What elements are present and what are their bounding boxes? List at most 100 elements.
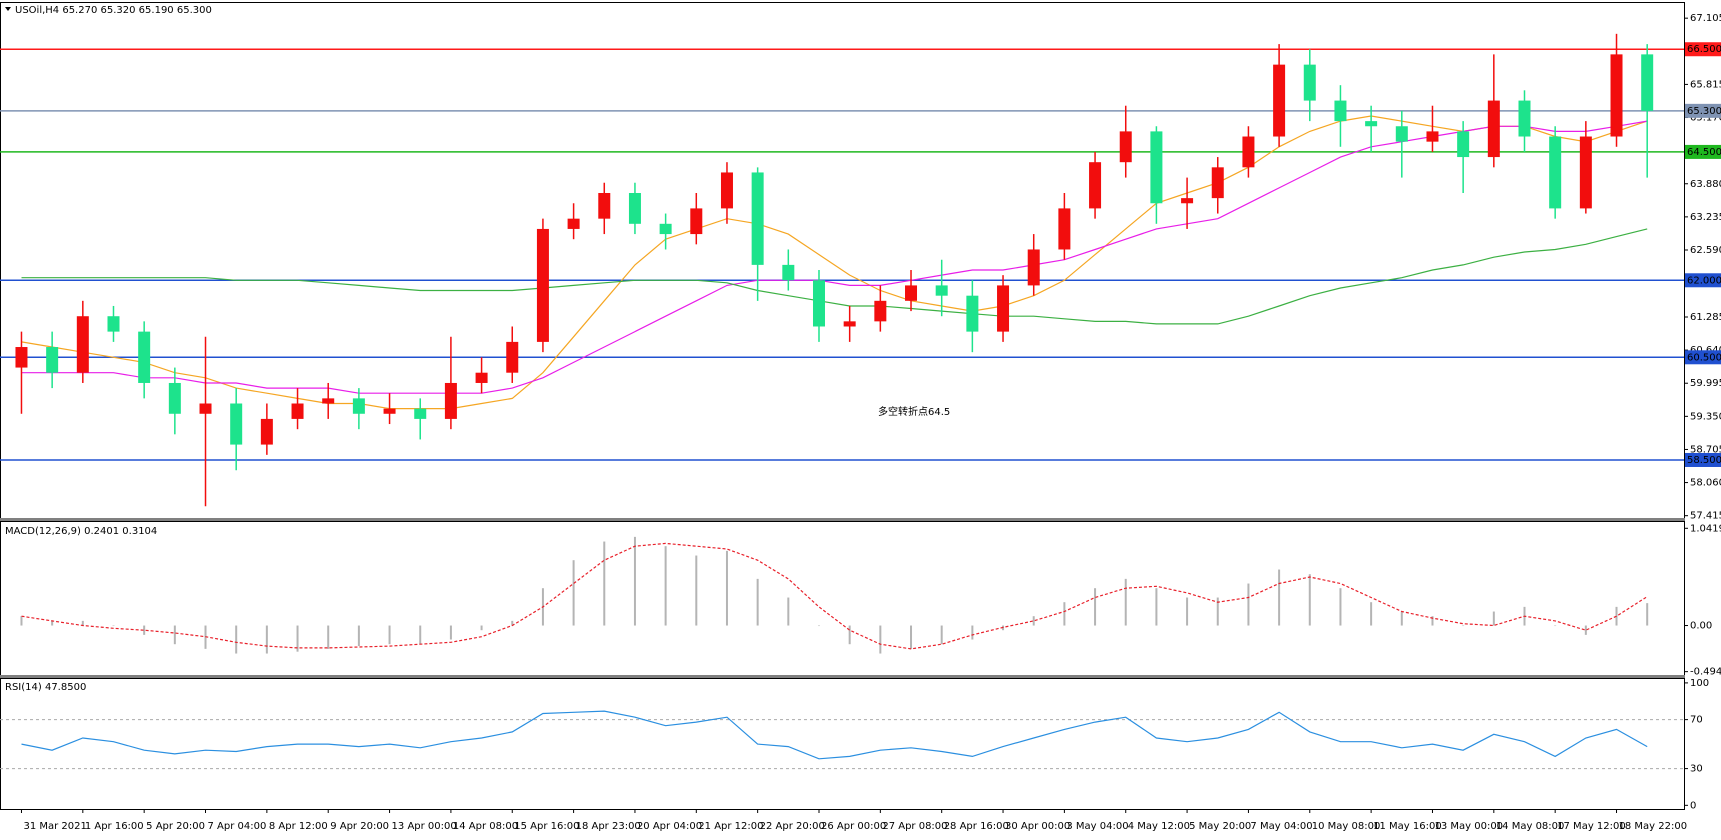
macd-bar	[1431, 616, 1434, 626]
macd-bar	[265, 625, 268, 654]
candle-body	[1610, 54, 1623, 137]
candle-body	[997, 285, 1010, 332]
macd-bar	[1155, 588, 1158, 626]
x-tick-label: 9 Apr 20:00	[330, 821, 389, 832]
rsi-line	[21, 710, 1648, 760]
macd-bar	[143, 625, 146, 635]
candle-body	[107, 316, 120, 332]
x-tick-label: 1 Apr 16:00	[85, 821, 144, 832]
panel-separator	[0, 518, 1685, 521]
candle-body	[1303, 64, 1316, 101]
macd-bar	[1492, 611, 1495, 626]
macd-bar	[1554, 625, 1557, 627]
x-tick-label: 26 Apr 00:00	[821, 821, 886, 832]
macd-bar	[419, 625, 422, 645]
candle-body	[1395, 126, 1408, 142]
annotation: 多空转折点64.5	[878, 405, 950, 418]
macd-bar	[1400, 611, 1403, 626]
candle-body	[1119, 131, 1132, 163]
macd-bar	[572, 560, 575, 626]
x-tick-label: 18 May 22:00	[1619, 821, 1688, 832]
x-tick-label: 27 Apr 08:00	[882, 821, 947, 832]
candle-body	[1579, 136, 1592, 209]
macd-bar	[1278, 569, 1281, 626]
level-label: 62.000	[1687, 275, 1721, 286]
x-tick-label: 17 May 12:00	[1557, 821, 1626, 832]
y-tick-label: 65.170	[1690, 113, 1721, 124]
chart-title: USOil,H4 65.270 65.320 65.190 65.300	[15, 5, 212, 16]
x-tick-label: 28 Apr 16:00	[944, 821, 1009, 832]
candle-body	[138, 331, 151, 383]
x-tick-label: 10 May 08:00	[1312, 821, 1381, 832]
panel-separator	[0, 675, 1685, 678]
macd-bar	[695, 555, 698, 626]
macd-bar	[1032, 616, 1035, 626]
macd-bar	[1124, 578, 1127, 626]
x-tick-label: 8 Apr 12:00	[269, 821, 328, 832]
macd-bar	[327, 625, 330, 649]
macd-bar	[388, 625, 391, 645]
candle-body	[46, 347, 59, 373]
candle-body	[690, 208, 703, 235]
macd-bar	[633, 536, 636, 626]
candle-body	[1058, 208, 1071, 250]
candle-body	[260, 418, 273, 445]
y-tick-label: 0	[1690, 800, 1696, 811]
candle-body	[966, 295, 979, 332]
x-tick-label: 20 Apr 04:00	[637, 821, 702, 832]
candle-body	[1273, 64, 1286, 137]
level-label: 66.500	[1687, 44, 1721, 55]
y-tick-label: 58.060	[1690, 478, 1721, 489]
candle-body	[1089, 162, 1102, 209]
candle-body	[1641, 54, 1654, 111]
candle-body	[905, 285, 918, 301]
candle-body	[1426, 131, 1439, 142]
macd-bar	[480, 625, 483, 631]
candle-body	[874, 300, 887, 322]
y-tick-label: 67.105	[1690, 13, 1721, 24]
macd-bar	[664, 546, 667, 626]
y-tick-label: 58.705	[1690, 444, 1721, 455]
y-tick-label: 0.00	[1690, 621, 1712, 632]
candle-body	[598, 192, 611, 219]
macd-bar	[848, 625, 851, 645]
level-tag	[1685, 350, 1721, 365]
candle-body	[567, 218, 580, 229]
candle-body	[935, 285, 948, 296]
y-tick-label: 63.880	[1690, 179, 1721, 190]
candle-body	[1334, 100, 1347, 122]
candle-body	[1457, 131, 1470, 158]
candle-body	[352, 398, 365, 414]
x-tick-label: 15 Apr 16:00	[514, 821, 579, 832]
y-tick-label: 1.0419	[1690, 523, 1721, 534]
level-label: 60.500	[1687, 352, 1721, 363]
macd-bar	[787, 597, 790, 626]
x-tick-label: 11 May 16:00	[1373, 821, 1442, 832]
candle-body	[812, 280, 825, 327]
macd-bar	[879, 625, 882, 654]
macd-bar	[1462, 625, 1465, 627]
y-tick-label: 62.590	[1690, 245, 1721, 256]
x-tick-label: 14 May 08:00	[1496, 821, 1565, 832]
level-tag	[1685, 452, 1721, 467]
level-label: 58.500	[1687, 455, 1721, 466]
macd-bar	[357, 625, 360, 647]
candle-body	[720, 172, 733, 209]
x-tick-label: 5 Apr 20:00	[146, 821, 205, 832]
candle-body	[1181, 198, 1194, 204]
level-label: 64.500	[1687, 147, 1721, 158]
moving-average	[21, 115, 1648, 410]
menu-arrow[interactable]	[5, 7, 11, 11]
macd-bar	[112, 625, 115, 627]
candle-body	[782, 264, 795, 281]
x-tick-label: 13 May 00:00	[1434, 821, 1503, 832]
candle-body	[1487, 100, 1500, 158]
macd-bar	[1308, 574, 1311, 626]
x-tick-label: 7 Apr 04:00	[208, 821, 267, 832]
macd-bar	[235, 625, 238, 654]
y-tick-label: 70	[1690, 715, 1703, 726]
macd-bar	[173, 625, 176, 645]
macd-bar	[1247, 583, 1250, 626]
level-tag	[1685, 144, 1721, 159]
